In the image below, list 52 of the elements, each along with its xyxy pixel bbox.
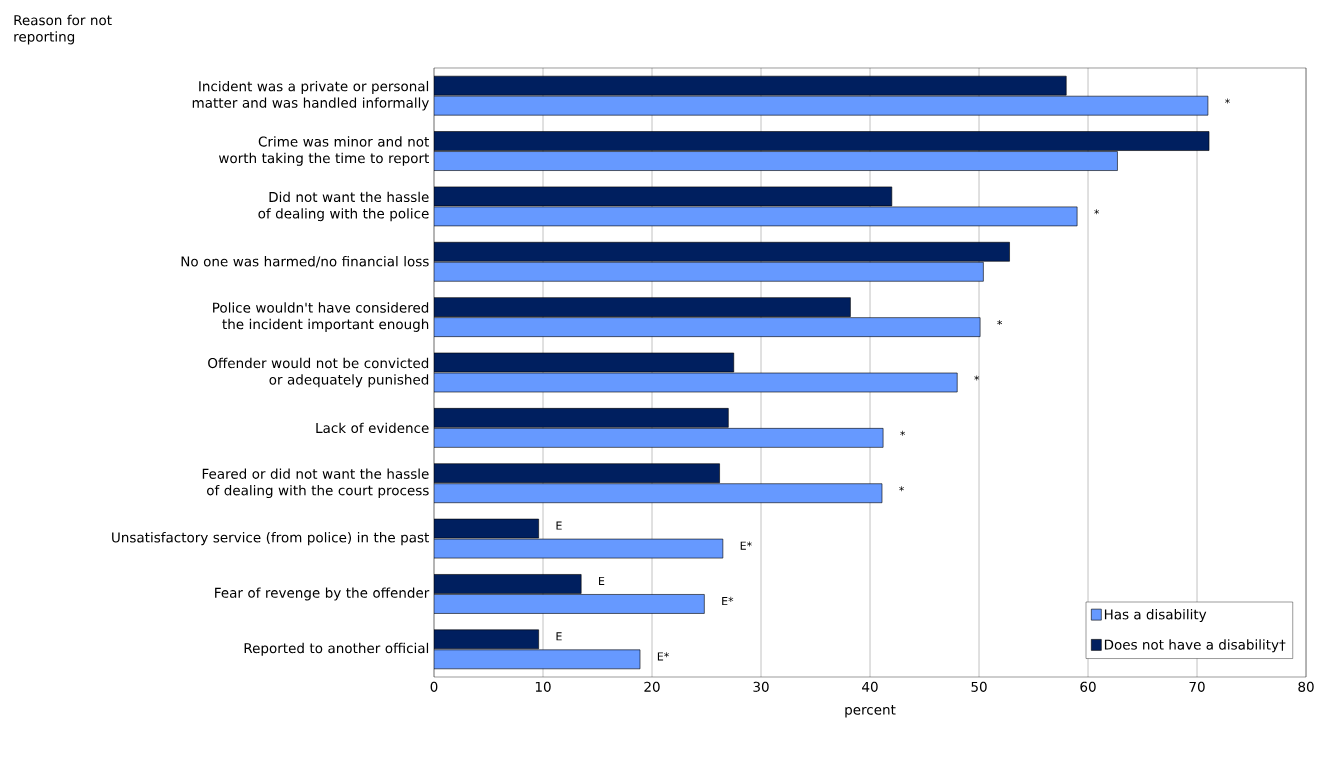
- x-tick-label: 60: [1080, 681, 1096, 692]
- y-tick-label: Crime was minor and not worth taking the time to report: [218, 136, 429, 166]
- bar: [434, 261, 984, 282]
- bar: [434, 408, 729, 428]
- bar: [434, 649, 641, 670]
- y-tick-label: Fear of revenge by the offender: [215, 587, 430, 601]
- legend-label: Has a disability: [1104, 609, 1207, 623]
- bar: [434, 95, 1209, 116]
- data-label: E*: [657, 652, 669, 661]
- x-tick-label: 80: [1298, 681, 1314, 692]
- bar: [434, 131, 1210, 151]
- bar: [434, 75, 1067, 96]
- data-label: *: [974, 375, 980, 381]
- bar: [434, 428, 884, 448]
- bar: [434, 629, 539, 650]
- x-axis-title: percent: [845, 705, 896, 718]
- data-label: E: [556, 632, 562, 641]
- bar: [434, 483, 883, 504]
- bar: [434, 574, 582, 594]
- bar: [434, 297, 851, 317]
- bar: [434, 317, 981, 337]
- y-tick-label: Feared or did not want the hassle of dealing with the court process: [202, 468, 429, 499]
- y-tick-label: Lack of evidence: [316, 422, 429, 434]
- y-tick-label: Offender would not be convicted or adequately punished: [208, 357, 429, 388]
- data-label: E: [556, 521, 562, 530]
- bar: [434, 594, 705, 614]
- legend-label: Does not have a disability†: [1104, 639, 1286, 653]
- bar: [434, 151, 1118, 171]
- y-axis-title: Reason for not reporting: [14, 14, 112, 45]
- data-label: E*: [740, 541, 752, 550]
- y-tick-label: Incident was a private or personal matter and was handled informally: [192, 80, 429, 111]
- data-label: E: [599, 576, 605, 585]
- x-tick-label: 70: [1189, 681, 1205, 692]
- y-tick-label: Police wouldn't have considered the incident important enough: [213, 302, 429, 332]
- data-label: *: [997, 320, 1003, 326]
- x-tick-label: 50: [971, 681, 987, 692]
- data-label: *: [900, 430, 906, 436]
- data-label: *: [899, 486, 904, 492]
- x-tick-label: 40: [862, 681, 878, 692]
- data-label: E*: [722, 596, 734, 606]
- y-tick-label: Reported to another official: [244, 642, 429, 656]
- y-tick-label: Did not want the hassle of dealing with the police: [258, 191, 429, 222]
- bar: [434, 241, 1010, 262]
- data-label: *: [1094, 209, 1100, 215]
- y-tick-label: Unsatisfactory service (from police) in the past: [112, 532, 429, 546]
- data-label: *: [1225, 98, 1230, 104]
- bar: [434, 463, 720, 484]
- x-tick-label: 0: [430, 681, 438, 692]
- y-tick-label: No one was harmed/no financial loss: [181, 256, 429, 268]
- x-tick-label: 10: [535, 681, 551, 692]
- x-tick-label: 30: [753, 681, 769, 692]
- x-tick-label: 20: [644, 681, 660, 692]
